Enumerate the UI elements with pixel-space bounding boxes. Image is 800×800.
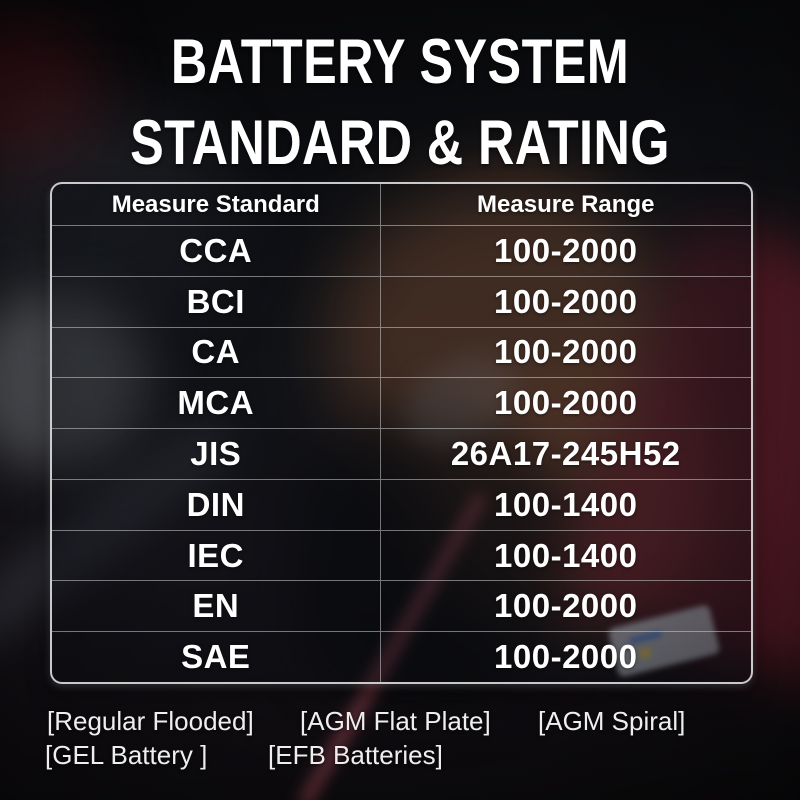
title-line-1: BATTERY SYSTEM xyxy=(170,27,630,97)
range-cell: 100-2000 xyxy=(494,384,638,422)
standard-cell: JIS xyxy=(52,429,381,479)
range-cell: 100-2000 xyxy=(494,333,638,371)
table-header-row: Measure Standard Measure Range xyxy=(52,184,751,225)
table-row: CA 100-2000 xyxy=(52,326,751,378)
range-cell: 100-2000 xyxy=(494,282,638,320)
standard-cell: EN xyxy=(52,581,381,632)
table-row: CCA 100-2000 xyxy=(52,225,751,276)
table-row: DIN 100-1400 xyxy=(52,478,751,530)
column-header-range: Measure Range xyxy=(477,190,655,218)
table-row: BCI 100-2000 xyxy=(52,275,751,327)
measure-standard-table: Measure Standard Measure Range CCA 100-2… xyxy=(50,182,753,684)
standard-cell: BCI xyxy=(52,276,381,327)
table-row: EN 100-2000 xyxy=(52,580,751,632)
table-row: MCA 100-2000 xyxy=(52,377,751,429)
battery-type-regular-flooded: [Regular Flooded] xyxy=(47,706,254,736)
range-cell: 100-2000 xyxy=(494,587,638,625)
range-cell: 100-1400 xyxy=(494,536,638,574)
table-row: JIS 26A17-245H52 xyxy=(52,428,751,479)
standard-cell: MCA xyxy=(52,378,381,429)
battery-type-agm-spiral: [AGM Spiral] xyxy=(538,706,686,736)
column-header-standard: Measure Standard xyxy=(52,184,381,225)
range-cell: 26A17-245H52 xyxy=(450,435,681,473)
table-row: IEC 100-1400 xyxy=(52,529,751,581)
range-cell: 100-2000 xyxy=(494,231,638,269)
standard-cell: CA xyxy=(52,327,381,378)
title-line-2: STANDARD & RATING xyxy=(130,108,670,178)
battery-type-agm-flat-plate: [AGM Flat Plate] xyxy=(300,706,491,736)
range-cell: 100-1400 xyxy=(494,485,638,523)
standard-cell: CCA xyxy=(52,226,381,276)
table-row: SAE 100-2000 xyxy=(52,631,751,683)
battery-type-gel-battery: [GEL Battery ] xyxy=(45,740,208,770)
standard-cell: SAE xyxy=(52,632,381,683)
page-title: BATTERY SYSTEM STANDARD & RATING xyxy=(0,22,800,184)
range-cell: 100-2000 xyxy=(494,638,638,676)
standard-cell: DIN xyxy=(52,479,381,530)
standard-cell: IEC xyxy=(52,530,381,581)
battery-type-efb-batteries: [EFB Batteries] xyxy=(268,740,443,770)
